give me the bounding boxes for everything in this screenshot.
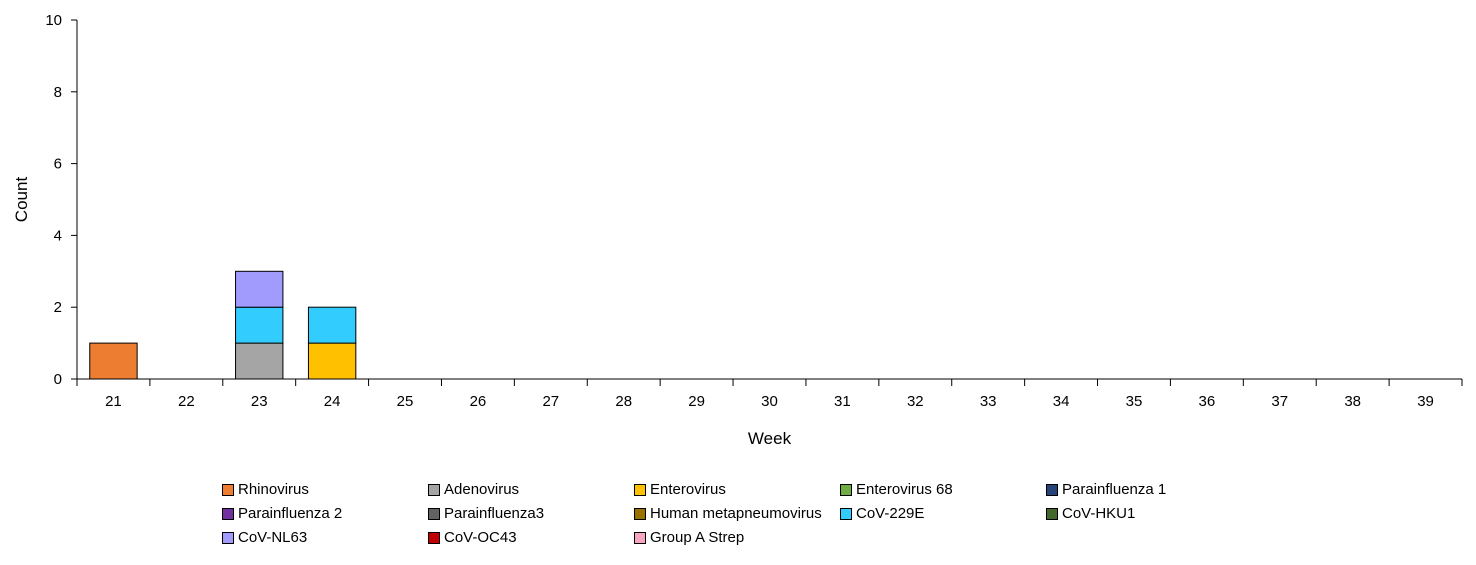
x-tick-label: 27 [542,393,559,410]
legend-item: Enterovirus 68 [840,479,1046,500]
legend-swatch [428,483,440,496]
x-tick-label: 37 [1271,393,1288,410]
legend-swatch [222,507,234,520]
x-tick-label: 29 [688,393,705,410]
legend-swatch [634,531,646,544]
x-tick-label: 39 [1417,393,1434,410]
legend-swatch [428,507,440,520]
legend-swatch [222,531,234,544]
x-axis-label: Week [748,429,792,448]
legend-label: Parainfluenza 2 [238,505,343,522]
legend-item: Parainfluenza 2 [222,503,428,524]
legend: Rhinovirus Adenovirus Enterovirus Enterovir… [222,479,1222,548]
legend-item: CoV-HKU1 [1046,503,1226,524]
legend-swatch [428,531,440,544]
legend-swatch [840,483,852,496]
bar-segment [235,306,284,344]
legend-item: Rhinovirus [222,479,428,500]
legend-label: Human metapneumovirus [650,505,822,522]
y-tick-label: 8 [54,84,62,101]
legend-item: Parainfluenza 1 [1046,479,1226,500]
legend-label: CoV-OC43 [444,529,517,546]
legend-item: CoV-229E [840,503,1046,524]
x-axis-ticks: 21 22 23 24 25 26 27 28 29 30 31 32 33 34 35 36 37 38 39 [76,379,1463,410]
y-axis-ticks: 0 2 4 6 8 10 [45,12,77,388]
y-tick-label: 4 [54,227,62,244]
legend-item: Enterovirus [634,479,840,500]
legend-label: CoV-HKU1 [1062,505,1136,522]
bar-segment [89,342,138,380]
legend-item: Parainfluenza3 [428,503,634,524]
legend-item: CoV-OC43 [428,527,634,548]
x-tick-label: 34 [1053,393,1070,410]
x-tick-label: 22 [178,393,195,410]
legend-swatch [1046,507,1058,520]
legend-swatch [840,507,852,520]
y-tick-label: 6 [54,156,62,173]
x-tick-label: 28 [615,393,632,410]
x-tick-label: 21 [105,393,122,410]
legend-label: CoV-NL63 [238,529,308,546]
x-tick-label: 35 [1126,393,1143,410]
legend-swatch [634,507,646,520]
y-axis-label: Count [12,177,31,223]
legend-item: Human metapneumovirus [634,503,840,524]
legend-swatch [634,483,646,496]
legend-item: CoV-NL63 [222,527,428,548]
legend-swatch [1046,483,1058,496]
legend-label: CoV-229E [856,505,925,522]
x-tick-label: 31 [834,393,851,410]
legend-label: Adenovirus [444,481,520,498]
legend-label: Enterovirus 68 [856,481,953,498]
y-tick-label: 10 [45,12,62,29]
legend-item: Adenovirus [428,479,634,500]
legend-item: Group A Strep [634,527,840,548]
x-tick-label: 23 [251,393,268,410]
bar-segment [307,342,357,380]
x-tick-label: 36 [1199,393,1216,410]
legend-label: Group A Strep [650,529,745,546]
legend-label: Parainfluenza 1 [1062,481,1167,498]
legend-swatch [222,483,234,496]
legend-label: Parainfluenza3 [444,505,545,522]
legend-label: Enterovirus [650,481,726,498]
y-tick-label: 0 [54,371,62,388]
x-tick-label: 33 [980,393,997,410]
legend-label: Rhinovirus [238,481,309,498]
bar-segment [307,306,357,344]
x-tick-label: 38 [1344,393,1361,410]
x-tick-label: 30 [761,393,778,410]
x-tick-label: 25 [397,393,414,410]
y-tick-label: 2 [54,299,62,316]
x-tick-label: 32 [907,393,924,410]
x-tick-label: 24 [324,393,341,410]
bars [89,270,357,380]
bar-segment [235,342,284,380]
bar-segment [235,270,284,308]
x-tick-label: 26 [470,393,487,410]
